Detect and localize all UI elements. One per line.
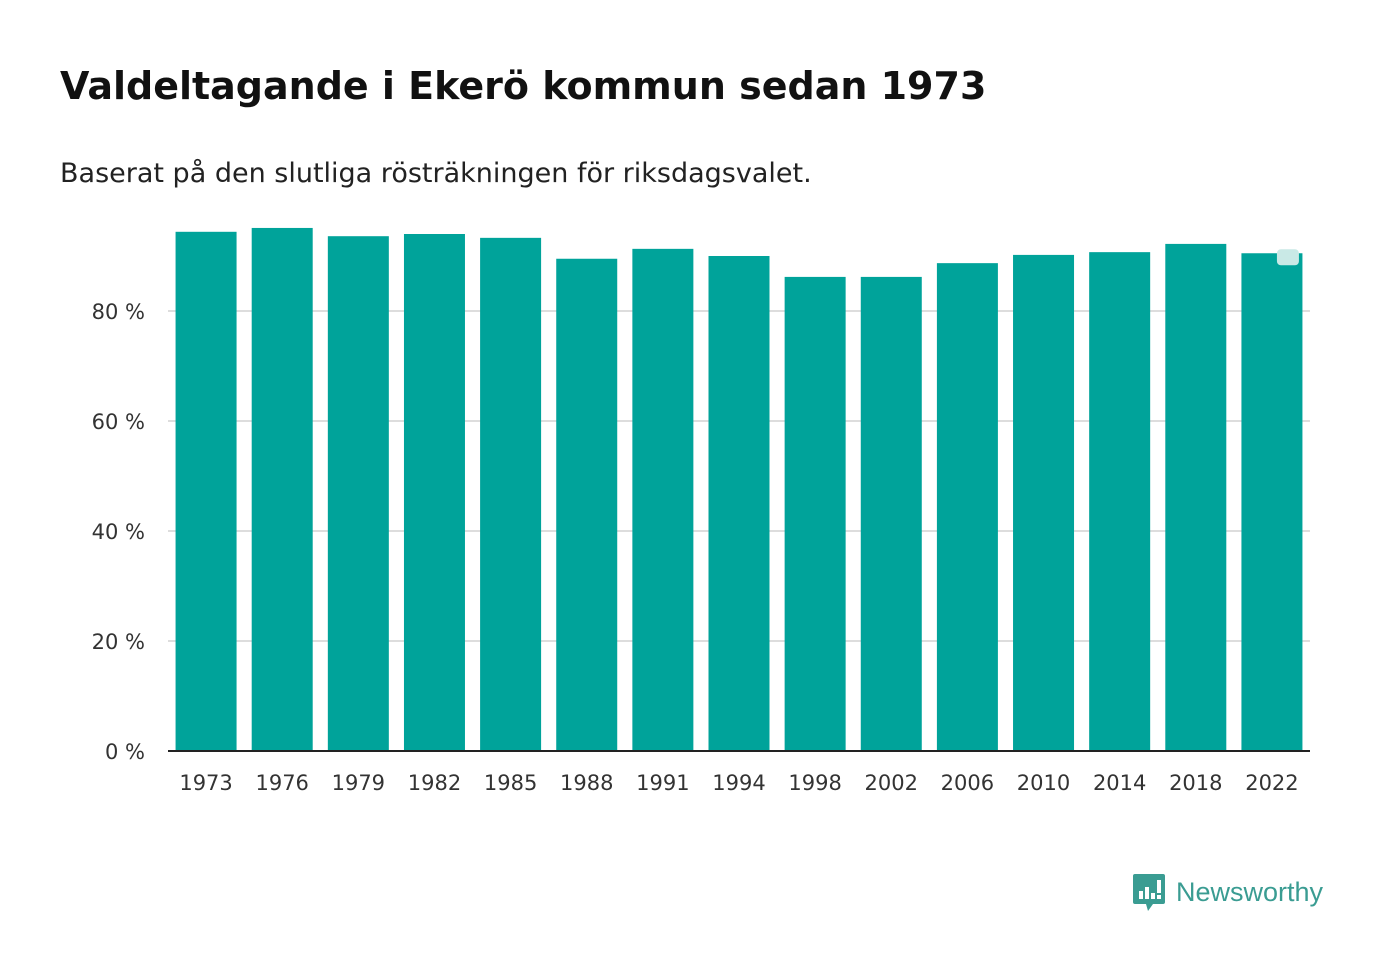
bar-1979[interactable] — [327, 236, 389, 751]
x-tick-label: 2014 — [1093, 771, 1146, 795]
y-tick-label: 40 % — [92, 520, 145, 544]
bar-1998[interactable] — [784, 276, 846, 751]
bar-1991[interactable] — [632, 248, 694, 751]
newsworthy-logo: Newsworthy — [1132, 872, 1323, 912]
newsworthy-logo-text: Newsworthy — [1176, 876, 1324, 907]
x-tick-label: 1988 — [560, 771, 613, 795]
bar-1988[interactable] — [556, 258, 618, 751]
x-tick-label: 1998 — [788, 771, 841, 795]
bar-2022[interactable] — [1241, 253, 1303, 751]
chart-title: Valdeltagande i Ekerö kommun sedan 1973 — [60, 64, 987, 108]
newsworthy-logo-icon — [1133, 874, 1165, 911]
bar-2006[interactable] — [936, 263, 998, 751]
bar-1985[interactable] — [480, 237, 542, 752]
bar-1973[interactable] — [175, 231, 237, 752]
bar-1994[interactable] — [708, 256, 770, 751]
x-tick-label: 2018 — [1169, 771, 1222, 795]
y-tick-label: 20 % — [92, 630, 145, 654]
x-tick-label: 1973 — [179, 771, 232, 795]
bar-2002[interactable] — [860, 276, 922, 751]
x-tick-label: 2002 — [865, 771, 918, 795]
x-tick-label: 1976 — [255, 771, 308, 795]
x-tick-label: 2010 — [1017, 771, 1070, 795]
y-tick-label: 60 % — [92, 410, 145, 434]
bar-1982[interactable] — [403, 234, 465, 751]
x-tick-label: 1985 — [484, 771, 537, 795]
bar-2018[interactable] — [1165, 243, 1227, 751]
y-tick-label: 80 % — [92, 300, 145, 324]
y-tick-label: 0 % — [105, 740, 145, 764]
highlight-marker — [1276, 249, 1299, 266]
x-tick-label: 1982 — [408, 771, 461, 795]
x-tick-label: 1994 — [712, 771, 765, 795]
bar-2014[interactable] — [1089, 252, 1151, 751]
bar-1976[interactable] — [251, 227, 313, 751]
x-tick-label: 2022 — [1245, 771, 1298, 795]
bar-2010[interactable] — [1013, 254, 1075, 751]
x-tick-label: 2006 — [941, 771, 994, 795]
chart-subtitle: Baserat på den slutliga rösträkningen fö… — [60, 158, 812, 189]
x-tick-label: 1979 — [332, 771, 385, 795]
x-tick-label: 1991 — [636, 771, 689, 795]
